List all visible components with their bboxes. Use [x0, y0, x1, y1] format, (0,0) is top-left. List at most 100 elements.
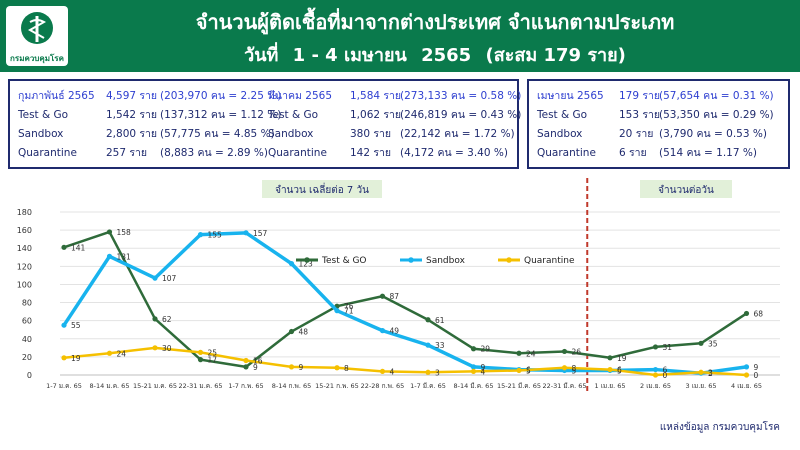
series-line-quarantine	[63, 346, 747, 377]
ddc-logo: กรมควบคุมโรค	[6, 6, 68, 66]
data-label: 68	[754, 309, 764, 318]
x-tick-label: 22-31 มี.ค. 65	[542, 382, 586, 390]
data-label: 17	[208, 356, 218, 365]
data-label: 131	[117, 252, 132, 261]
stat-row: Test & Go 153 ราย (53,350 คน = 0.29 %)	[537, 106, 787, 125]
data-point	[425, 342, 431, 348]
data-label: 0	[663, 371, 668, 380]
stat-label: Test & Go	[18, 109, 69, 121]
stat-detail: (246,819 คน = 0.43 %)	[400, 109, 522, 121]
stat-row: Sandbox 20 ราย (3,790 คน = 0.53 %)	[537, 125, 787, 144]
data-label: 158	[117, 228, 132, 237]
x-tick-label: 2 เม.ย. 65	[640, 382, 671, 390]
stat-label: กุมภาพันธ์ 2565	[18, 90, 95, 102]
header-banner: กรมควบคุมโรค จำนวนผู้ติดเชื้อที่มาจากต่า…	[0, 0, 800, 72]
y-tick-label: 60	[22, 317, 32, 326]
data-point	[106, 253, 113, 259]
stats-box-apr: เมษายน 2565 179 ราย (57,654 คน = 0.31 %) T…	[527, 79, 790, 169]
data-label: 31	[663, 343, 673, 352]
legend-label: Test & GO	[321, 256, 367, 266]
data-point	[334, 308, 340, 314]
stat-row: Test & Go 1,542 ราย (137,312 คน = 1.12 %)	[18, 106, 281, 125]
data-point	[425, 369, 431, 375]
x-tick-label: 1 เม.ย. 65	[595, 382, 626, 390]
logo-text: กรมควบคุมโรค	[10, 54, 64, 63]
data-label: 29	[481, 345, 491, 354]
stat-value: 142 ราย	[350, 147, 392, 159]
data-point	[470, 346, 477, 352]
data-point	[152, 275, 158, 281]
x-tick-label: 8-14 ม.ค. 65	[90, 382, 130, 390]
stat-row: Test & Go 1,062 ราย (246,819 คน = 0.43 %)	[268, 106, 522, 125]
data-label: 19	[71, 354, 81, 363]
data-label: 55	[71, 321, 81, 330]
data-label: 4	[390, 367, 395, 376]
stats-col-feb: กุมภาพันธ์ 2565 4,597 ราย (203,970 คน = 2.…	[18, 87, 281, 163]
x-tick-label: 3 เม.ย. 65	[686, 382, 717, 390]
data-point	[561, 365, 568, 371]
data-point	[243, 364, 249, 370]
data-point	[152, 316, 158, 322]
y-tick-label: 140	[17, 244, 32, 253]
stat-value: 1,062 ราย	[350, 109, 402, 121]
x-tick-label: 15-21 ม.ค. 65	[133, 382, 177, 390]
data-point	[425, 317, 431, 323]
stat-label: Sandbox	[537, 128, 583, 140]
data-label: 33	[435, 341, 445, 350]
series-line-test-go	[63, 230, 748, 369]
data-label: 6	[617, 366, 622, 375]
data-point	[743, 364, 750, 370]
x-tick-label: 8-14 มี.ค. 65	[454, 382, 494, 390]
data-point	[288, 328, 295, 335]
data-point	[379, 293, 386, 299]
data-label: 62	[162, 315, 172, 324]
stat-label: Sandbox	[18, 128, 64, 140]
stat-row: Quarantine 257 ราย (8,883 คน = 2.89 %)	[18, 144, 268, 163]
data-label: 19	[617, 354, 627, 363]
data-source-note: แหล่งข้อมูล กรมควบคุมโรค	[659, 422, 780, 433]
stats-col-mar: มีนาคม 2565 1,584 ราย (273,133 คน = 0.58 %…	[268, 87, 522, 163]
stat-detail: (3,790 คน = 0.53 %)	[659, 128, 767, 140]
data-label: 24	[117, 349, 127, 358]
data-label: 8	[344, 364, 349, 373]
data-label: 49	[390, 327, 400, 336]
data-point	[243, 357, 249, 364]
data-point	[607, 355, 613, 361]
data-point	[61, 322, 67, 328]
data-label: 3	[708, 368, 713, 377]
stat-value: 1,584 ราย	[350, 90, 402, 102]
stat-row: Quarantine 142 ราย (4,172 คน = 3.40 %)	[268, 144, 518, 163]
x-tick-label: 1-7 ม.ค. 65	[46, 382, 82, 390]
stat-detail: (53,350 คน = 0.29 %)	[659, 109, 774, 121]
data-point	[698, 340, 704, 346]
data-point	[698, 369, 704, 375]
data-point	[470, 364, 477, 370]
stat-row: Sandbox 2,800 ราย (57,775 คน = 4.85 %)	[18, 125, 275, 144]
x-tick-label: 4 เม.ย. 65	[731, 382, 762, 390]
stat-label: Quarantine	[18, 147, 77, 159]
weekly-avg-label: จำนวน เฉลี่ยต่อ 7 วัน	[275, 182, 369, 196]
ddc-emblem-icon	[21, 12, 53, 44]
y-tick-label: 100	[17, 280, 32, 289]
data-label: 6	[663, 366, 668, 375]
y-tick-label: 160	[17, 226, 32, 235]
page-title: จำนวนผู้ติดเชื้อที่มาจากต่างประเทศ จำแนก…	[195, 10, 675, 34]
daily-label: จำนวนต่อวัน	[658, 185, 714, 196]
stat-detail: (137,312 คน = 1.12 %)	[160, 109, 282, 121]
stat-value: 20 ราย	[619, 128, 654, 140]
stat-label: Quarantine	[537, 147, 596, 159]
data-point	[197, 232, 204, 238]
data-label: 157	[253, 229, 268, 238]
data-label: 71	[344, 307, 354, 316]
stat-row: กุมภาพันธ์ 2565 4,597 ราย (203,970 คน = 2.…	[18, 87, 281, 106]
data-label: 61	[435, 316, 445, 325]
data-point	[243, 230, 249, 236]
data-point	[61, 355, 67, 361]
data-label: 25	[208, 348, 218, 357]
stat-row: มีนาคม 2565 1,584 ราย (273,133 คน = 0.58 %…	[268, 87, 521, 106]
data-label: 5	[526, 366, 531, 375]
legend-swatch-marker	[304, 257, 310, 263]
stat-value: 2,800 ราย	[106, 128, 158, 140]
stats-col-apr: เมษายน 2565 179 ราย (57,654 คน = 0.31 %) T…	[537, 87, 787, 163]
